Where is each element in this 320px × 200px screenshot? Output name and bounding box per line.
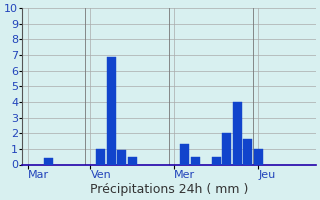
Bar — [107, 57, 116, 164]
Bar — [222, 133, 231, 164]
Bar — [254, 149, 263, 164]
X-axis label: Précipitations 24h ( mm ): Précipitations 24h ( mm ) — [90, 183, 248, 196]
Bar — [191, 157, 200, 164]
Bar — [44, 158, 53, 164]
Bar — [97, 149, 105, 164]
Bar — [117, 150, 126, 164]
Bar — [128, 157, 137, 164]
Bar — [212, 157, 221, 164]
Bar — [180, 144, 189, 164]
Bar — [243, 139, 252, 164]
Bar — [233, 102, 242, 164]
